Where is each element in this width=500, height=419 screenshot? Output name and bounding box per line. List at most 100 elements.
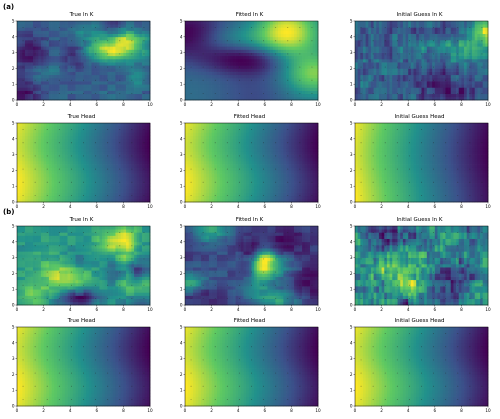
observation-dot <box>95 80 96 81</box>
heatmap-cell <box>390 91 393 95</box>
heatmap-cell <box>472 68 475 72</box>
heatmap-cell <box>214 24 217 28</box>
observation-dot <box>107 93 108 94</box>
heatmap-cell <box>281 37 284 41</box>
heatmap-cell <box>217 78 220 82</box>
heatmap-cell <box>73 40 76 44</box>
heatmap-cell <box>267 46 270 50</box>
heatmap-cell <box>368 56 371 60</box>
heatmap-cell <box>89 75 92 79</box>
heatmap-cell <box>366 94 369 98</box>
heatmap-cell <box>70 151 73 155</box>
heatmap-cell <box>212 81 215 85</box>
heatmap-cell <box>408 56 411 60</box>
heatmap-cell <box>424 75 427 79</box>
heatmap-cell <box>123 68 126 72</box>
heatmap-cell <box>307 24 310 28</box>
heatmap-cell <box>139 56 142 60</box>
heatmap-cell <box>46 91 49 95</box>
heatmap-cell <box>387 53 390 57</box>
heatmap-cell <box>310 59 313 63</box>
heatmap-cell <box>469 72 472 76</box>
heatmap-cell <box>435 53 438 57</box>
heatmap-cell <box>142 145 145 149</box>
heatmap-cell <box>131 46 134 50</box>
heatmap-cell <box>408 87 411 91</box>
heatmap-cell <box>265 21 268 25</box>
heatmap-cell <box>60 30 63 34</box>
heatmap-cell <box>91 65 94 69</box>
heatmap-cell <box>121 91 124 95</box>
heatmap-cell <box>459 30 462 34</box>
heatmap-cell <box>68 186 71 190</box>
heatmap-cell <box>131 189 134 193</box>
heatmap-cell <box>252 56 255 60</box>
heatmap-cell <box>102 94 105 98</box>
heatmap-cell <box>313 84 316 88</box>
heatmap-cell <box>252 49 255 53</box>
observation-dot <box>469 67 470 68</box>
heatmap-cell <box>281 68 284 72</box>
heatmap-cell <box>416 59 419 63</box>
heatmap-cell <box>54 189 57 193</box>
heatmap-cell <box>281 91 284 95</box>
heatmap-cell <box>477 56 480 60</box>
heatmap-cell <box>123 65 126 69</box>
heatmap-cell <box>259 27 262 31</box>
heatmap-cell <box>437 91 440 95</box>
heatmap-cell <box>217 87 220 91</box>
heatmap-cell <box>105 177 108 181</box>
heatmap-cell <box>480 34 483 38</box>
heatmap-cell <box>201 87 204 91</box>
heatmap-cell <box>62 180 65 184</box>
heatmap-cell <box>459 87 462 91</box>
heatmap-cell <box>451 84 454 88</box>
heatmap-cell <box>281 65 284 69</box>
heatmap-cell <box>252 43 255 47</box>
heatmap-cell <box>265 94 268 98</box>
heatmap-cell <box>469 56 472 60</box>
heatmap-cell <box>65 75 68 79</box>
heatmap-cell <box>198 68 201 72</box>
heatmap-cell <box>105 183 108 187</box>
heatmap-cell <box>241 59 244 63</box>
heatmap-cell <box>214 27 217 31</box>
heatmap-cell <box>44 40 47 44</box>
heatmap-cell <box>437 27 440 31</box>
observation-dot <box>239 93 240 94</box>
heatmap-cell <box>429 78 432 82</box>
heatmap-cell <box>121 40 124 44</box>
heatmap-cell <box>477 84 480 88</box>
heatmap-cell <box>123 56 126 60</box>
heatmap-cell <box>217 46 220 50</box>
heatmap-cell <box>65 193 68 197</box>
heatmap-cell <box>398 53 401 57</box>
heatmap-cell <box>110 196 113 200</box>
heatmap-cell <box>270 40 273 44</box>
heatmap-cell <box>41 186 44 190</box>
heatmap-cell <box>472 59 475 63</box>
heatmap-cell <box>459 68 462 72</box>
observation-dot <box>361 80 362 81</box>
heatmap-cell <box>84 34 87 38</box>
heatmap-cell <box>443 94 446 98</box>
heatmap-cell <box>286 43 289 47</box>
observation-dot <box>397 40 398 41</box>
heatmap-cell <box>30 145 33 149</box>
heatmap-cell <box>84 189 87 193</box>
heatmap-cell <box>286 30 289 34</box>
heatmap-cell <box>97 170 100 174</box>
heatmap-cell <box>196 24 199 28</box>
heatmap-cell <box>286 62 289 66</box>
heatmap-cell <box>435 81 438 85</box>
heatmap-cell <box>411 78 414 82</box>
heatmap-cell <box>233 91 236 95</box>
heatmap-cell <box>273 34 276 38</box>
heatmap-cell <box>212 84 215 88</box>
heatmap-cell <box>467 49 470 53</box>
heatmap-cell <box>406 65 409 69</box>
heatmap-cell <box>382 68 385 72</box>
heatmap-cell <box>427 37 430 41</box>
heatmap-cell <box>289 65 292 69</box>
heatmap-cell <box>281 30 284 34</box>
